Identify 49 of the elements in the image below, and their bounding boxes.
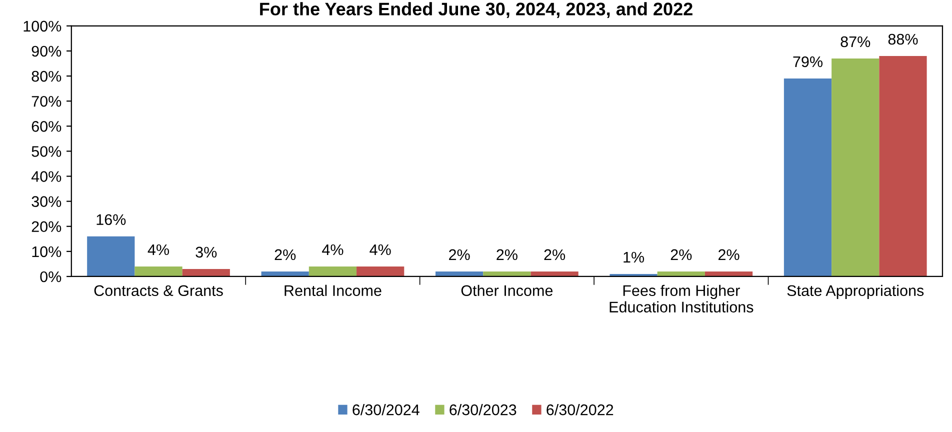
bar	[308, 266, 357, 276]
data-label: 2%	[449, 249, 470, 260]
bar	[483, 271, 531, 276]
bar	[261, 271, 309, 276]
chart-title: For the Years Ended June 30, 2024, 2023, and 2022	[260, 2, 692, 18]
data-label: 2%	[718, 249, 740, 260]
bar	[436, 271, 484, 276]
data-label: 79%	[793, 56, 822, 68]
y-tick-label: 50%	[32, 146, 62, 157]
data-label: 4%	[370, 244, 391, 256]
x-tick-label: State Appropriations	[787, 284, 924, 300]
y-tick-label: 30%	[32, 196, 62, 207]
x-tick-label: Contracts & Grants	[94, 285, 223, 296]
y-tick-label: 100%	[24, 20, 62, 32]
data-label: 2%	[274, 249, 296, 260]
bar	[134, 266, 182, 276]
legend-label: 6/30/2023	[450, 404, 516, 416]
x-tick-label: Fees from Higher Education Institutions	[610, 284, 754, 312]
data-label: 16%	[96, 214, 126, 226]
bar	[879, 56, 927, 276]
bar	[657, 271, 705, 276]
y-tick-label: 10%	[32, 246, 62, 258]
bar	[356, 266, 404, 276]
x-tick-label: Rental Income	[284, 284, 382, 296]
data-label: 88%	[888, 34, 918, 45]
data-label: 2%	[496, 249, 518, 260]
bar	[182, 268, 230, 276]
y-tick-label: 70%	[32, 96, 62, 107]
data-label: 87%	[840, 36, 870, 48]
y-tick-label: 20%	[32, 221, 62, 232]
bar	[704, 271, 753, 276]
data-label: 4%	[148, 244, 170, 256]
x-tick-label: Other Income	[461, 284, 553, 296]
y-tick-label: 40%	[31, 171, 62, 182]
bar	[530, 271, 578, 276]
data-label: 2%	[544, 249, 566, 260]
y-tick-label: 60%	[32, 121, 62, 132]
data-label: 2%	[670, 249, 692, 260]
data-label: 1%	[624, 252, 644, 263]
legend-label: 6/30/2024	[352, 404, 420, 416]
bar	[87, 236, 135, 276]
y-tick-label: 90%	[32, 46, 62, 57]
y-tick-label: 0%	[40, 271, 62, 282]
y-tick-label: 80%	[32, 70, 62, 82]
data-label: 3%	[196, 246, 217, 258]
bar	[784, 78, 832, 276]
legend-label: 6/30/2022	[546, 404, 614, 416]
data-label: 4%	[322, 244, 344, 256]
bar	[832, 58, 880, 276]
